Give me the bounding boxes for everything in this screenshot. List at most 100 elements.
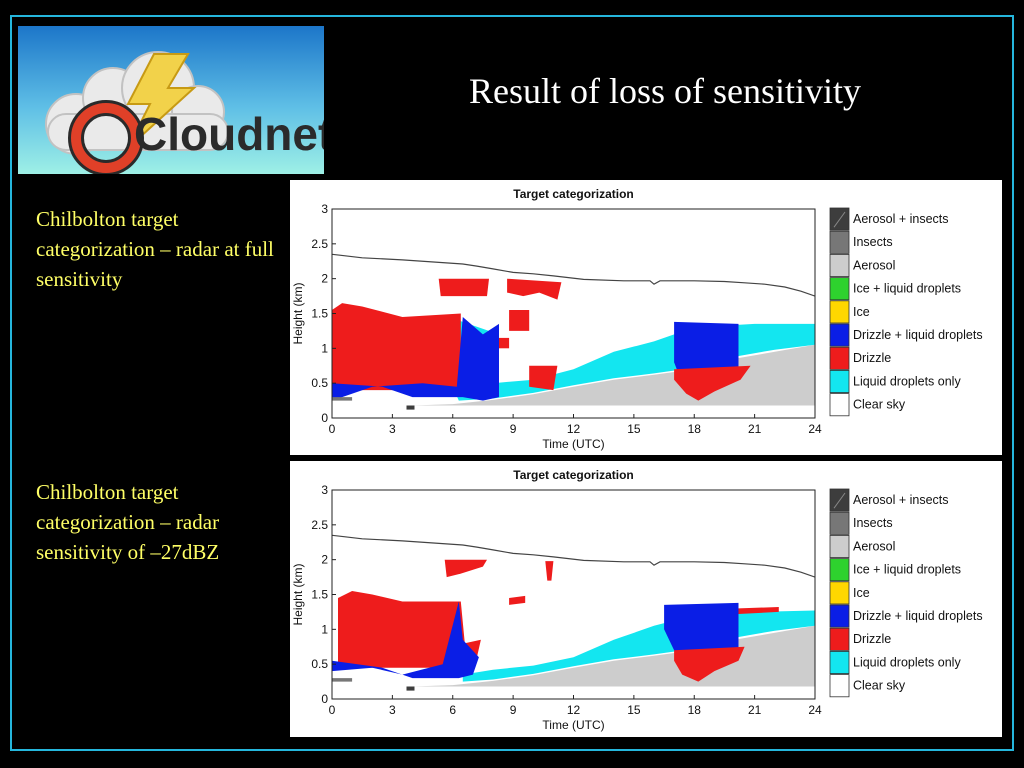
legend-label: Ice + liquid droplets	[853, 563, 961, 577]
legend-label: Drizzle + liquid droplets	[853, 328, 983, 342]
legend-label: Clear sky	[853, 679, 906, 693]
legend-swatch	[829, 650, 850, 674]
y-tick-label: 1.5	[311, 588, 328, 602]
y-tick-label: 1	[321, 622, 328, 636]
x-tick-label: 6	[449, 422, 456, 436]
y-tick-label: 0	[321, 692, 328, 706]
legend-swatch	[829, 300, 850, 324]
legend-label: Ice	[853, 586, 870, 600]
region-drizzle	[444, 559, 487, 578]
category-regions	[332, 253, 815, 410]
y-tick-label: 2.5	[311, 237, 328, 251]
x-tick-label: 18	[688, 703, 702, 717]
legend-label: Insects	[853, 516, 893, 530]
chart-panel-full: Target categorization 0 3 6 9 12 15 18 21 24 0 0.5 1…	[290, 180, 1002, 455]
region-drizzle	[332, 303, 461, 391]
legend-label: Ice + liquid droplets	[853, 282, 961, 296]
region-drizzle-liquid-droplets	[664, 602, 739, 658]
legend: Aerosol + insects Insects Aerosol Ice + liq…	[829, 207, 983, 417]
legend-label: Insects	[853, 235, 893, 249]
region-drizzle	[674, 365, 751, 401]
boundary-line	[332, 253, 815, 297]
x-tick-label: 15	[627, 703, 641, 717]
legend-label: Aerosol + insects	[853, 493, 949, 507]
legend-swatch	[829, 323, 850, 347]
legend-label: Drizzle	[853, 351, 891, 365]
y-tick-label: 0	[321, 411, 328, 425]
y-tick-label: 2	[321, 553, 328, 567]
legend-hatch	[833, 211, 846, 228]
x-tick-label: 9	[510, 703, 517, 717]
legend-label: Clear sky	[853, 398, 906, 412]
region-insects	[332, 678, 353, 682]
legend-swatch	[829, 535, 850, 559]
x-tick-label: 18	[688, 422, 702, 436]
region-drizzle-liquid-droplets	[332, 317, 499, 401]
x-axis-label: Time (UTC)	[542, 718, 604, 732]
logo-text: Cloudnet	[134, 108, 324, 160]
y-tick-label: 2.5	[311, 518, 328, 532]
legend-label: Ice	[853, 305, 870, 319]
legend-label: Liquid droplets only	[853, 374, 961, 388]
region-aerosol-insects	[406, 405, 415, 410]
chart-title: Target categorization	[513, 187, 633, 201]
legend-swatch	[829, 230, 850, 254]
x-tick-label: 24	[808, 703, 822, 717]
legend-swatch	[829, 393, 850, 417]
region-drizzle	[507, 278, 562, 300]
cloudnet-logo: Cloudnet	[18, 26, 324, 174]
cloud-lightning-logo-icon: Cloudnet	[18, 26, 324, 174]
x-tick-label: 6	[449, 703, 456, 717]
legend-label: Aerosol + insects	[853, 212, 949, 226]
legend-label: Drizzle + liquid droplets	[853, 609, 983, 623]
region-drizzle	[338, 591, 481, 668]
y-axis-label: Height (km)	[291, 282, 305, 344]
region-drizzle-liquid-droplets	[332, 601, 479, 679]
y-tick-label: 0.5	[311, 376, 328, 390]
x-tick-label: 15	[627, 422, 641, 436]
legend-label: Aerosol	[853, 258, 895, 272]
region-drizzle	[529, 365, 558, 391]
x-tick-label: 24	[808, 422, 822, 436]
region-drizzle	[509, 310, 530, 331]
x-tick-label: 0	[329, 422, 336, 436]
boundary-line	[332, 534, 815, 578]
region-drizzle	[499, 337, 510, 349]
legend-swatch	[829, 558, 850, 582]
y-tick-label: 3	[321, 483, 328, 497]
x-axis-label: Time (UTC)	[542, 437, 604, 451]
x-tick-label: 12	[567, 703, 581, 717]
region-drizzle-liquid-droplets	[674, 321, 739, 377]
region-drizzle	[738, 607, 779, 614]
y-tick-label: 2	[321, 272, 328, 286]
region-aerosol-insects	[406, 686, 415, 691]
legend-label: Drizzle	[853, 632, 891, 646]
region-drizzle	[674, 646, 745, 682]
y-axis-label: Height (km)	[291, 563, 305, 625]
region-drizzle	[509, 595, 526, 605]
region-insects	[332, 397, 353, 401]
slide-frame	[10, 15, 1014, 751]
y-tick-label: 3	[321, 202, 328, 216]
legend-swatch	[829, 604, 850, 628]
x-tick-label: 3	[389, 703, 396, 717]
legend-swatch	[829, 511, 850, 535]
x-tick-label: 0	[329, 703, 336, 717]
caption-reduced-sensitivity: Chilbolton target categorization – radar…	[36, 480, 220, 564]
legend-label: Aerosol	[853, 539, 895, 553]
region-drizzle	[545, 561, 554, 581]
category-regions	[332, 534, 815, 691]
legend-swatch	[829, 277, 850, 301]
legend-swatch	[829, 627, 850, 651]
legend-swatch	[829, 581, 850, 605]
x-tick-label: 21	[748, 703, 762, 717]
y-tick-label: 1.5	[311, 307, 328, 321]
legend-label: Liquid droplets only	[853, 655, 961, 669]
legend-swatch	[829, 254, 850, 278]
x-tick-label: 12	[567, 422, 581, 436]
region-drizzle	[438, 278, 489, 297]
x-tick-label: 21	[748, 422, 762, 436]
x-tick-label: 3	[389, 422, 396, 436]
